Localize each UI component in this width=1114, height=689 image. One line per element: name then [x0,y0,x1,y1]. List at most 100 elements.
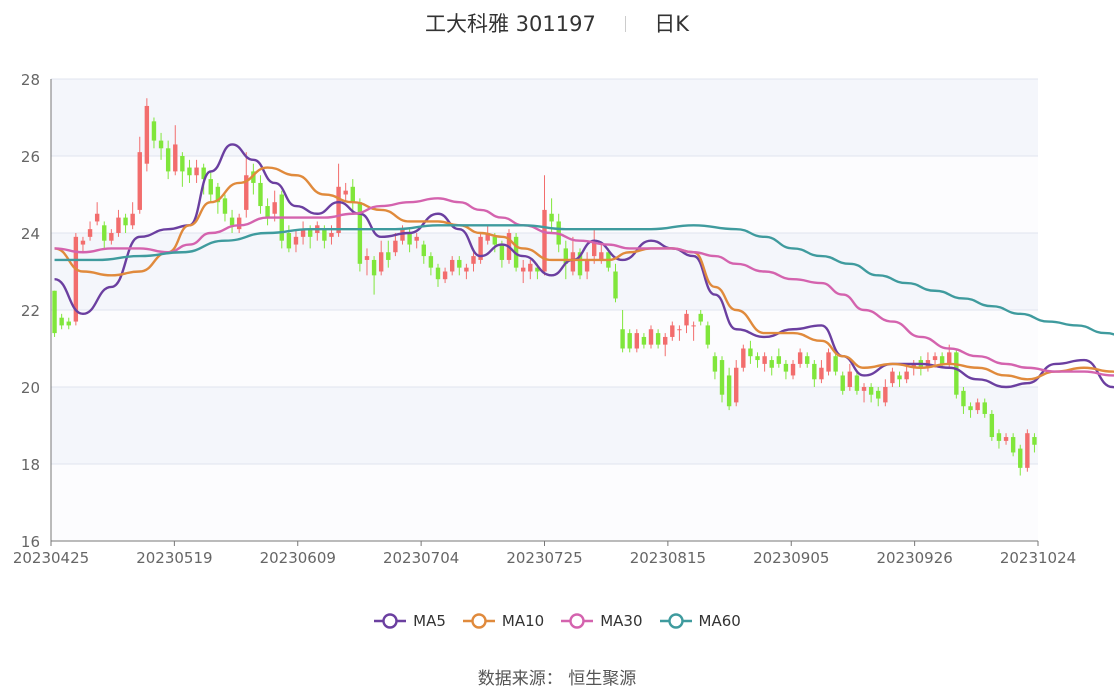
candle-body [520,267,526,272]
candle-body [272,202,277,214]
candle-body [769,360,774,368]
candle [762,352,767,372]
candle-body [712,356,718,372]
candle-body [94,213,100,222]
ma-line-ma30 [54,197,1114,377]
candle-body [400,229,405,241]
candle [80,236,86,253]
candle-body [734,367,739,403]
legend-item-ma10[interactable]: MA10 [462,612,544,630]
candle [279,190,284,249]
candle-body [1018,448,1023,468]
candle [1018,444,1023,476]
legend-circle [471,613,487,629]
candle [840,371,845,395]
candle [726,367,732,411]
candle-body [840,375,845,391]
candle-body [421,244,426,257]
y-tick-label: 22 [21,302,40,320]
ma-line-ma10 [54,166,1114,381]
candle [293,229,299,253]
candle-body [165,148,171,172]
candle [94,202,100,226]
legend-marker [462,613,495,629]
candle-body [457,259,462,268]
candle [982,398,987,418]
candle-body [407,233,412,245]
candle-body [229,217,235,226]
candle [66,317,71,330]
candle [109,229,114,245]
candle-body [542,209,547,272]
legend-item-ma60[interactable]: MA60 [659,612,741,630]
candle [655,329,661,349]
candle-body [286,233,292,249]
candle [528,259,533,280]
candle [151,117,157,149]
legend-item-ma30[interactable]: MA30 [560,612,643,630]
candle [130,202,135,230]
candle [435,263,441,287]
candle [691,321,696,341]
candle [215,182,221,214]
candle-body [890,371,895,384]
chart-title: 工大科雅 301197 日K [0,8,1114,38]
x-tick-label: 20231024 [1000,549,1076,567]
candle-body [726,375,732,407]
candle-body [435,267,441,280]
candle-body [357,202,363,264]
candle-body [599,252,604,260]
candle [371,256,377,295]
candle [627,329,632,353]
candle-body [670,325,675,337]
candle [258,175,263,214]
candle-body [805,356,810,364]
candle [449,256,455,276]
chart-period: 日K [654,12,689,36]
band [51,79,1038,156]
candle-body [123,217,128,226]
candle-body [364,256,370,260]
candle [826,348,831,376]
candle-body [492,236,497,245]
candle [996,429,1002,449]
candle-body [563,248,569,264]
candle [442,267,448,284]
candle-body [343,190,348,195]
candle-body [485,233,490,241]
candle-body [442,271,448,280]
candle [748,340,753,364]
candle-body [641,336,647,345]
candle [641,333,647,349]
candle-body [705,325,711,345]
candle [123,213,128,233]
candle-body [776,356,782,364]
candle-body [1003,437,1009,441]
candle [663,333,668,357]
candle-body [201,167,206,180]
candle-body [130,213,135,226]
x-tick-label: 20230519 [136,549,212,567]
legend-item-ma5[interactable]: MA5 [373,612,446,630]
candle [634,329,640,353]
candle-body [66,321,71,326]
candle-body [414,236,419,241]
candle-body [868,387,874,395]
legend-label: MA5 [413,612,446,630]
candle [464,263,469,280]
candle [350,179,355,210]
candle [961,387,966,414]
stock-name: 工大科雅 [424,12,509,36]
candle-body [947,352,952,364]
x-tick-label: 20230425 [13,549,89,567]
candle-body [627,333,632,349]
candle [989,410,995,441]
candle [144,98,150,172]
candle-body [584,259,590,272]
candle [897,371,902,387]
candle [570,236,576,276]
candle-body [215,186,221,203]
candle [222,194,228,222]
x-tick-label: 20230725 [506,549,582,567]
x-tick-label: 20230926 [876,549,952,567]
